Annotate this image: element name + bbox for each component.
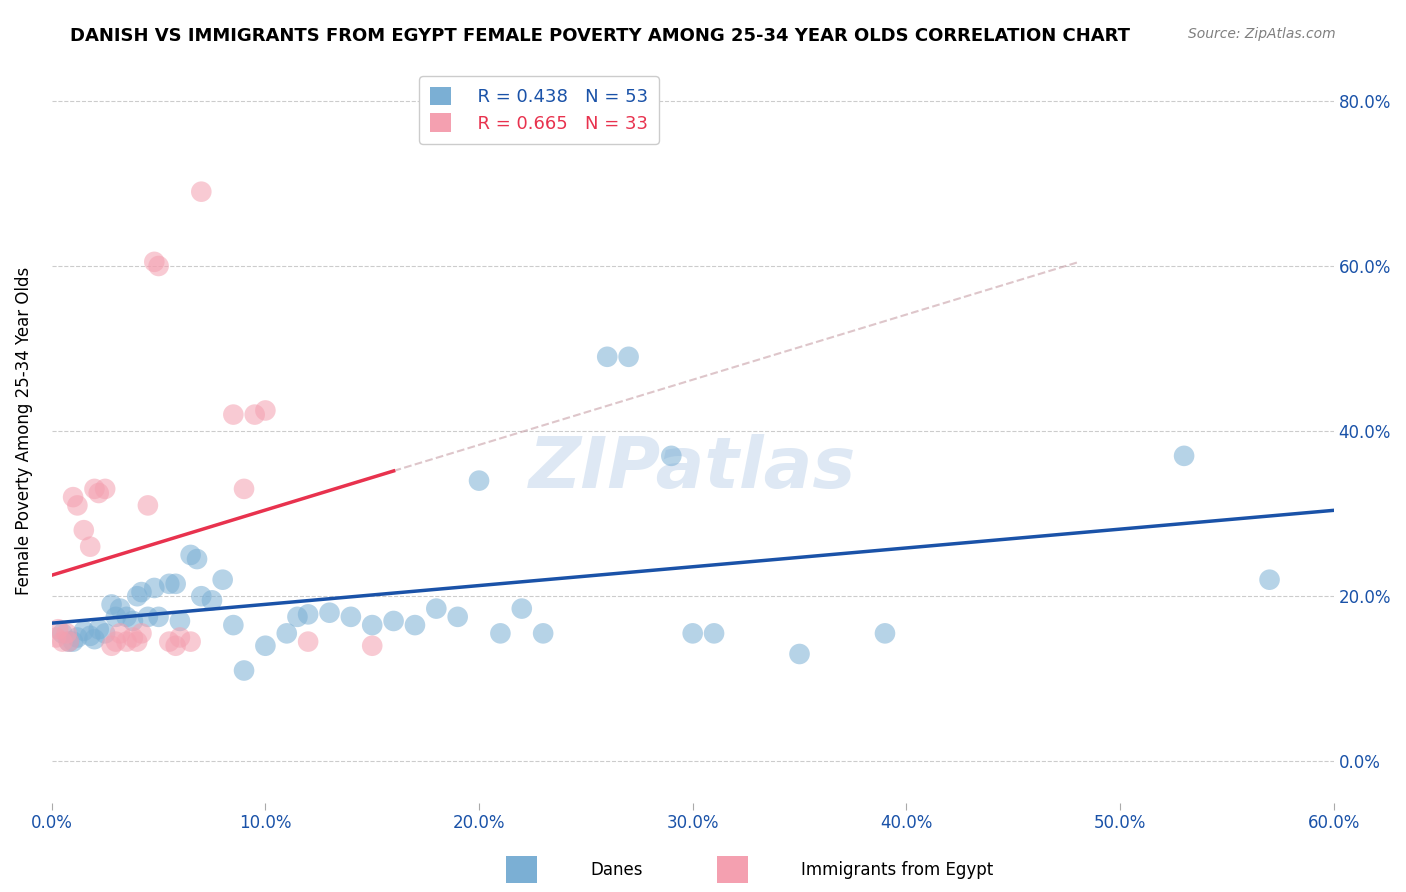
Point bbox=[127, 589, 149, 603]
Text: Immigrants from Egypt: Immigrants from Egypt bbox=[801, 861, 994, 879]
Point bbox=[361, 618, 384, 632]
Point bbox=[531, 626, 554, 640]
Y-axis label: Female Poverty Among 25-34 Year Olds: Female Poverty Among 25-34 Year Olds bbox=[15, 267, 32, 595]
Point bbox=[131, 626, 153, 640]
Point bbox=[87, 486, 110, 500]
Point bbox=[73, 624, 96, 638]
Point bbox=[254, 639, 277, 653]
Point bbox=[143, 255, 166, 269]
Point bbox=[682, 626, 704, 640]
Point bbox=[58, 634, 80, 648]
Point bbox=[83, 632, 105, 647]
Point bbox=[148, 259, 170, 273]
Point bbox=[180, 634, 202, 648]
Point bbox=[46, 622, 69, 636]
Point bbox=[87, 622, 110, 636]
Point bbox=[361, 639, 384, 653]
Point bbox=[131, 585, 153, 599]
Point bbox=[62, 634, 84, 648]
Point bbox=[58, 634, 80, 648]
Point bbox=[79, 540, 101, 554]
Point bbox=[425, 601, 447, 615]
Text: Source: ZipAtlas.com: Source: ZipAtlas.com bbox=[1188, 27, 1336, 41]
Point bbox=[66, 499, 89, 513]
Point bbox=[243, 408, 266, 422]
Point bbox=[297, 634, 319, 648]
Point bbox=[510, 601, 533, 615]
Point bbox=[201, 593, 224, 607]
Point bbox=[287, 610, 309, 624]
Point bbox=[104, 634, 127, 648]
Text: Danes: Danes bbox=[591, 861, 643, 879]
Point bbox=[233, 482, 256, 496]
Point bbox=[447, 610, 470, 624]
Point bbox=[276, 626, 298, 640]
Point bbox=[148, 610, 170, 624]
Point bbox=[115, 610, 138, 624]
Legend:   R = 0.438   N = 53,   R = 0.665   N = 33: R = 0.438 N = 53, R = 0.665 N = 33 bbox=[419, 76, 659, 144]
Text: DANISH VS IMMIGRANTS FROM EGYPT FEMALE POVERTY AMONG 25-34 YEAR OLDS CORRELATION: DANISH VS IMMIGRANTS FROM EGYPT FEMALE P… bbox=[70, 27, 1130, 45]
Point bbox=[180, 548, 202, 562]
Point bbox=[157, 577, 180, 591]
Point bbox=[703, 626, 725, 640]
Point bbox=[157, 634, 180, 648]
Point bbox=[55, 626, 77, 640]
Point bbox=[104, 610, 127, 624]
Text: ZIPatlas: ZIPatlas bbox=[529, 434, 856, 503]
Point bbox=[211, 573, 233, 587]
Point bbox=[100, 639, 122, 653]
Point bbox=[659, 449, 682, 463]
Point bbox=[233, 664, 256, 678]
Point bbox=[340, 610, 363, 624]
Point bbox=[122, 614, 145, 628]
Point bbox=[127, 634, 149, 648]
Point bbox=[789, 647, 811, 661]
Point bbox=[66, 631, 89, 645]
Point bbox=[165, 577, 187, 591]
Point bbox=[297, 607, 319, 622]
Point bbox=[45, 631, 67, 645]
Point bbox=[222, 408, 245, 422]
Point bbox=[1258, 573, 1281, 587]
Point bbox=[100, 598, 122, 612]
Point bbox=[222, 618, 245, 632]
Point bbox=[617, 350, 640, 364]
Point bbox=[190, 589, 212, 603]
Point bbox=[1173, 449, 1195, 463]
Point bbox=[186, 552, 208, 566]
Point bbox=[318, 606, 340, 620]
Point bbox=[468, 474, 491, 488]
Point bbox=[165, 639, 187, 653]
Point bbox=[94, 482, 117, 496]
Point bbox=[873, 626, 896, 640]
Point bbox=[51, 626, 73, 640]
Point bbox=[404, 618, 426, 632]
Point bbox=[79, 629, 101, 643]
Point bbox=[136, 499, 159, 513]
Point bbox=[73, 523, 96, 537]
Point bbox=[94, 626, 117, 640]
Point bbox=[51, 634, 73, 648]
Point bbox=[136, 610, 159, 624]
Point bbox=[190, 185, 212, 199]
Point bbox=[122, 631, 145, 645]
Point bbox=[108, 626, 131, 640]
Point bbox=[382, 614, 405, 628]
Point bbox=[62, 490, 84, 504]
Point bbox=[83, 482, 105, 496]
Point bbox=[169, 631, 191, 645]
Point bbox=[169, 614, 191, 628]
Point bbox=[254, 403, 277, 417]
Point bbox=[115, 634, 138, 648]
Point bbox=[596, 350, 619, 364]
Point bbox=[489, 626, 512, 640]
Point bbox=[108, 601, 131, 615]
Point bbox=[143, 581, 166, 595]
